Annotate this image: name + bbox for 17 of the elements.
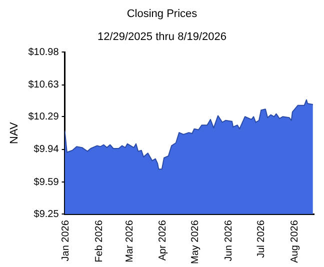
y-tick-label: $9.59 [34,176,60,188]
x-tick-label: May 2026 [190,220,202,264]
y-tick-label: $9.25 [34,208,60,220]
x-tick-label: Jun 2026 [224,220,235,262]
x-tick-label: Mar 2026 [124,220,136,262]
x-tick-label: Jan 2026 [60,220,72,262]
chart-subtitle: 12/29/2025 thru 8/19/2026 [96,31,228,43]
y-tick-label: $10.29 [28,111,60,122]
y-axis-title: NAV [8,121,21,144]
y-tick-label: $10.63 [28,80,60,91]
x-tick-label: Aug 2026 [289,220,300,263]
x-tick-label: Apr 2026 [158,220,169,261]
chart-title: Closing Prices [126,8,198,20]
x-tick-label: Jul 2026 [256,220,267,258]
y-tick-label: $10.98 [28,46,60,58]
x-tick-label: Feb 2026 [94,220,106,262]
y-tick-label: $9.94 [34,144,60,156]
